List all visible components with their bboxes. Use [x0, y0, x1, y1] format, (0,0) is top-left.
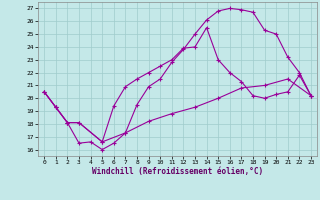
X-axis label: Windchill (Refroidissement éolien,°C): Windchill (Refroidissement éolien,°C)	[92, 167, 263, 176]
